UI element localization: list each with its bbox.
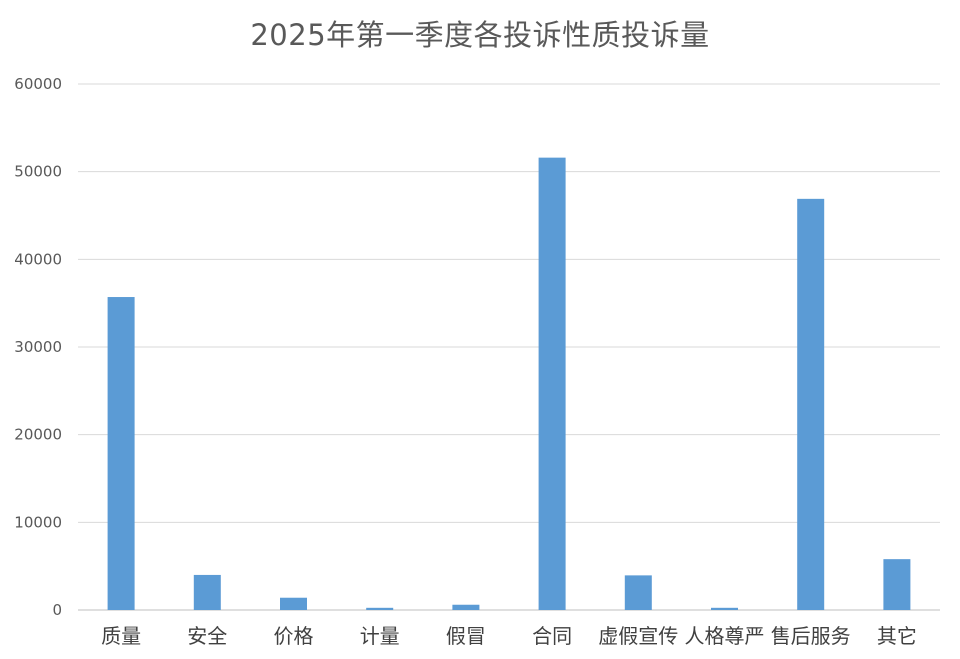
bar-9 (883, 559, 911, 610)
y-tick-label: 20000 (14, 426, 62, 444)
bar-1 (193, 574, 221, 610)
y-tick-label: 30000 (14, 338, 62, 356)
bar-4 (452, 604, 480, 610)
bar-0 (107, 297, 135, 610)
x-category-label: 虚假宣传 (598, 624, 678, 648)
gridlines (78, 83, 940, 611)
x-category-label: 售后服务 (771, 624, 851, 648)
y-axis-ticks: 0 10000 20000 30000 40000 50000 60000 (14, 75, 62, 619)
x-category-label: 安全 (187, 624, 227, 648)
bar-3 (366, 607, 394, 610)
bar-7 (711, 607, 738, 610)
y-tick-label: 60000 (14, 75, 62, 93)
y-tick-label: 40000 (14, 250, 62, 268)
bars (107, 157, 911, 611)
y-tick-label: 0 (52, 601, 62, 619)
y-tick-label: 10000 (14, 513, 62, 531)
x-category-label: 计量 (360, 624, 400, 648)
bar-8 (797, 198, 825, 611)
x-category-label: 价格 (274, 624, 314, 648)
y-tick-label: 50000 (14, 163, 62, 181)
x-category-label: 合同 (532, 624, 572, 648)
x-category-label: 人格尊严 (685, 624, 765, 648)
x-axis-categories: 质量 安全 价格 计量 假冒 合同 虚假宣传 人格尊严 售后服务 其它 (101, 624, 917, 648)
x-category-label: 质量 (101, 624, 141, 648)
bar-5 (538, 157, 566, 610)
bar-2 (280, 597, 307, 610)
x-category-label: 假冒 (446, 624, 486, 648)
chart-title: 2025年第一季度各投诉性质投诉量 (250, 18, 710, 52)
bar-6 (624, 575, 652, 610)
x-category-label: 其它 (877, 624, 917, 648)
